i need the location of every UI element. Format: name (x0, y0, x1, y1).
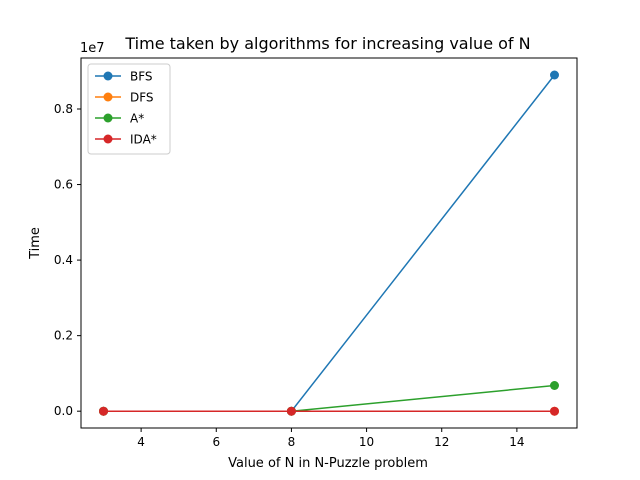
plot-frame (80, 57, 578, 429)
data-point-IDA*-2 (550, 406, 559, 416)
x-axis-ticks: 4 6 8 10 12 14 (137, 428, 525, 449)
legend-item-IDA*: IDA* (95, 133, 157, 147)
data-point-IDA*-0 (99, 406, 108, 416)
y-axis-offset-label: 1e7 (80, 41, 105, 56)
series-layer (99, 70, 559, 416)
legend-item-A*: A* (95, 112, 144, 126)
legend-item-DFS: DFS (95, 91, 154, 105)
legend-marker (103, 113, 113, 123)
y-tick-label: 0.4 (54, 253, 73, 267)
x-axis-label: Value of N in N-Puzzle problem (228, 456, 428, 471)
chart-title: Time taken by algorithms for increasing … (124, 34, 530, 53)
x-tick-label: 6 (212, 435, 220, 449)
data-point-IDA*-1 (286, 406, 296, 416)
y-tick-label: 0.6 (54, 178, 73, 192)
y-tick-label: 0.8 (54, 102, 73, 116)
legend-item-BFS: BFS (95, 70, 153, 84)
series-IDA* (99, 406, 559, 416)
x-tick-label: 14 (509, 435, 524, 449)
legend-label: DFS (130, 91, 154, 105)
legend-marker (103, 92, 113, 102)
x-tick-label: 10 (359, 435, 374, 449)
x-tick-label: 4 (137, 435, 145, 449)
legend-label: A* (130, 112, 144, 126)
legend-box (87, 63, 171, 155)
data-point-BFS-2 (550, 70, 559, 80)
x-tick-label: 8 (288, 435, 296, 449)
y-axis-ticks: 0.0 0.2 0.4 0.6 0.8 (54, 102, 81, 418)
legend: BFS DFS A* IDA* (87, 63, 171, 155)
legend-marker (103, 134, 113, 144)
y-tick-label: 0.2 (54, 329, 73, 343)
data-point-A*-2 (550, 381, 559, 390)
y-tick-label: 0.0 (54, 404, 73, 418)
x-tick-label: 12 (434, 435, 449, 449)
legend-marker (103, 71, 113, 81)
y-axis-label: Time (28, 227, 43, 260)
legend-label: IDA* (130, 133, 157, 147)
legend-label: BFS (130, 70, 153, 84)
